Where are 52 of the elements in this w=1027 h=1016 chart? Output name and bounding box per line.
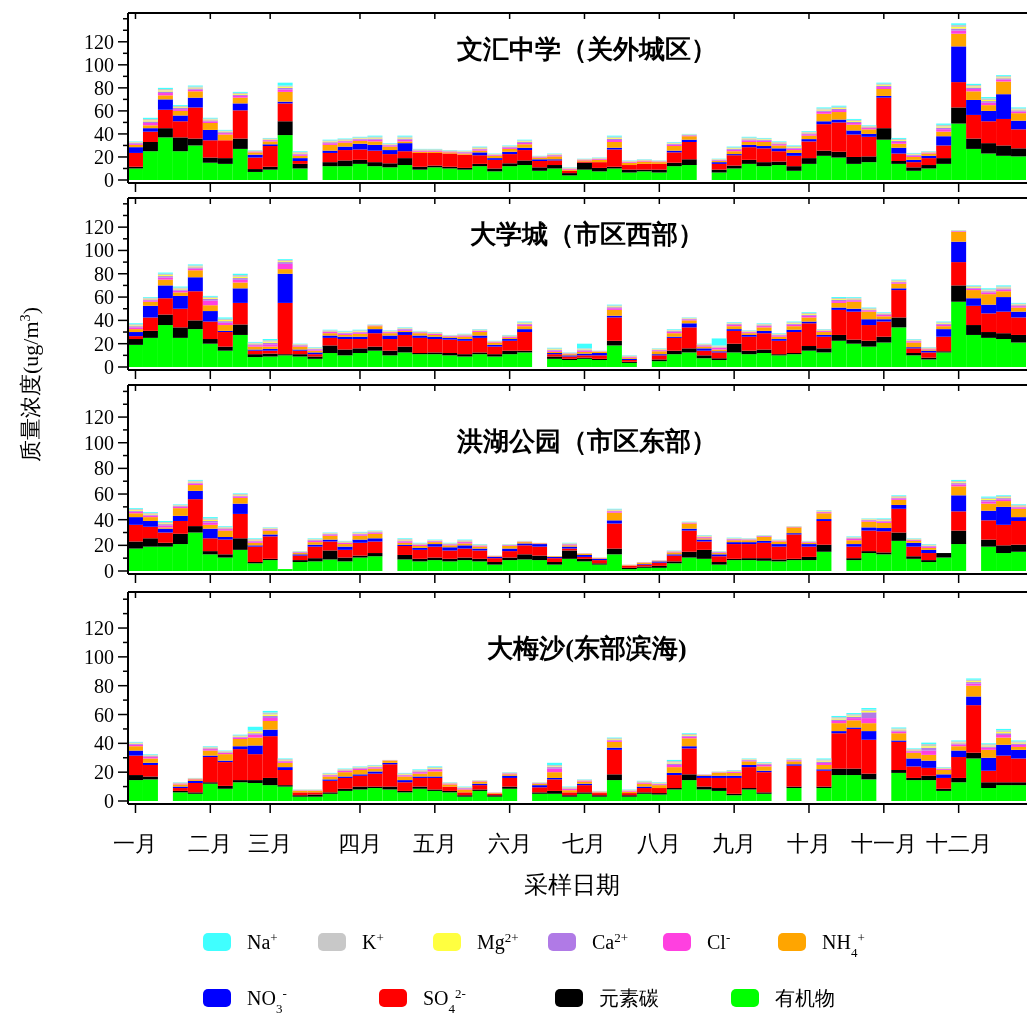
text: 大学城（市区西部） <box>470 220 704 249</box>
y-tick-label: 20 <box>94 761 114 784</box>
y-tick-label: 60 <box>94 99 114 122</box>
legend-label: 元素碳 <box>599 987 659 1009</box>
y-tick-label: 80 <box>94 674 114 697</box>
y-tick-label: 20 <box>94 332 114 355</box>
x-tick-label: 四月 <box>337 831 382 856</box>
legend-label: 有机物 <box>775 987 835 1009</box>
y-tick-label: 0 <box>104 356 114 378</box>
x-tick-label: 七月 <box>562 831 607 856</box>
x-tick-label: 十一月 <box>850 831 917 856</box>
text: 大梅沙(东部滨海) <box>487 634 687 663</box>
legend-label: Ca$^{2+}$ <box>592 929 629 953</box>
y-tick-label: 60 <box>94 286 114 309</box>
text: 洪湖公园（市区东部） <box>456 427 717 456</box>
x-tick-label: 十二月 <box>925 831 992 856</box>
y-tick-label: 0 <box>104 790 114 812</box>
x-tick-label: 八月 <box>637 831 682 856</box>
y-tick-label: 40 <box>94 508 114 531</box>
y-tick-label: 20 <box>94 145 114 168</box>
y-tick-label: 120 <box>84 406 114 429</box>
y-tick-label: 100 <box>84 53 114 76</box>
y-tick-label: 40 <box>94 309 114 332</box>
y-tick-label: 80 <box>94 262 114 285</box>
y-tick-label: 60 <box>94 703 114 726</box>
y-tick-label: 60 <box>94 483 114 506</box>
y-tick-label: 80 <box>94 76 114 99</box>
y-tick-label: 0 <box>104 560 114 582</box>
y-tick-label: 40 <box>94 122 114 145</box>
x-tick-label: 三月 <box>248 831 293 856</box>
x-axis-title: 采样日期 <box>524 872 620 898</box>
x-tick-label: 十月 <box>786 831 831 856</box>
y-tick-label: 120 <box>84 216 114 239</box>
y-tick-label: 80 <box>94 457 114 480</box>
y-tick-label: 100 <box>84 239 114 262</box>
y-tick-label: 20 <box>94 534 114 557</box>
y-tick-label: 100 <box>84 431 114 454</box>
legend-label: Mg$^{2+}$ <box>477 929 519 954</box>
y-tick-label: 120 <box>84 617 114 640</box>
y-tick-label: 0 <box>104 169 114 191</box>
y-tick-label: 40 <box>94 732 114 755</box>
legend-label: Cl$^{-}$ <box>707 929 731 953</box>
x-tick-label: 二月 <box>188 831 233 856</box>
legend-label: Na$^{+}$ <box>247 929 278 953</box>
legend-label: K$^{+}$ <box>362 929 384 953</box>
text: 文汇中学（关外城区） <box>457 35 717 64</box>
x-tick-label: 六月 <box>487 831 532 856</box>
y-tick-label: 100 <box>84 645 114 668</box>
x-tick-label: 九月 <box>712 831 757 856</box>
y-tick-label: 120 <box>84 30 114 53</box>
x-tick-label: 五月 <box>412 831 457 856</box>
x-tick-label: 一月 <box>113 831 158 856</box>
